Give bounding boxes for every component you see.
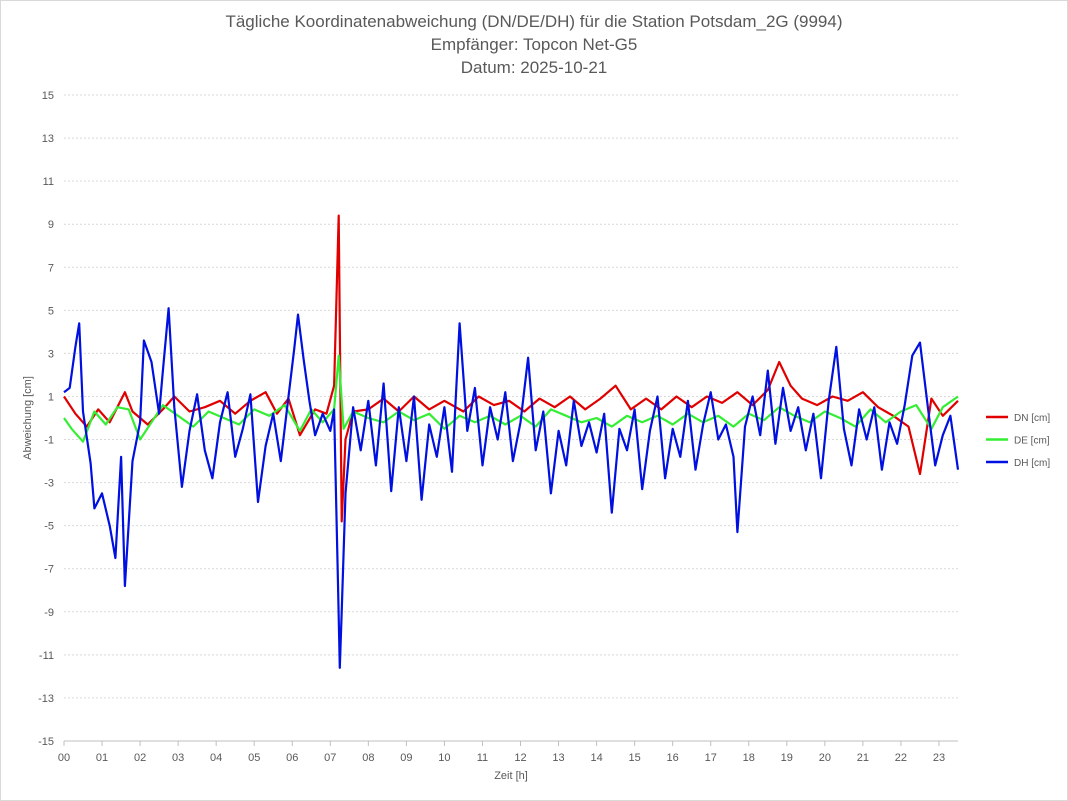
y-tick-label: -7 — [44, 564, 54, 576]
x-tick-label: 13 — [552, 752, 564, 764]
x-tick-label: 20 — [819, 752, 831, 764]
x-tick-label: 08 — [362, 752, 374, 764]
x-tick-label: 05 — [248, 752, 260, 764]
x-tick-label: 22 — [895, 752, 907, 764]
x-tick-label: 04 — [210, 752, 222, 764]
x-tick-label: 19 — [781, 752, 793, 764]
chart-subtitle: Empfänger: Topcon Net-G5 — [430, 35, 638, 54]
y-tick-label: 3 — [48, 348, 54, 360]
y-tick-label: -5 — [44, 521, 54, 533]
y-axis-label: Abweichung [cm] — [22, 376, 34, 460]
x-tick-label: 16 — [667, 752, 679, 764]
y-tick-label: -1 — [44, 435, 54, 447]
y-tick-label: -15 — [38, 736, 54, 748]
chart-title: Tägliche Koordinatenabweichung (DN/DE/DH… — [225, 12, 843, 31]
series-line-dn — [63, 214, 959, 523]
x-tick-label: 12 — [514, 752, 526, 764]
y-tick-label: 7 — [48, 262, 54, 274]
x-tick-label: 21 — [857, 752, 869, 764]
x-tick-label: 18 — [743, 752, 755, 764]
x-tick-label: 23 — [933, 752, 945, 764]
x-tick-label: 09 — [400, 752, 412, 764]
x-tick-label: 15 — [629, 752, 641, 764]
x-tick-label: 01 — [96, 752, 108, 764]
y-tick-label: 15 — [42, 90, 54, 102]
series-line-dh — [63, 307, 960, 669]
x-tick-label: 10 — [438, 752, 450, 764]
chart-date: Datum: 2025-10-21 — [460, 58, 608, 77]
y-tick-label: 1 — [48, 391, 54, 403]
y-tick-label: -3 — [44, 478, 54, 490]
y-tick-label: 9 — [48, 219, 54, 231]
x-tick-label: 06 — [286, 752, 298, 764]
x-tick-label: 17 — [705, 752, 717, 764]
legend-label: DN [cm] — [1014, 413, 1050, 424]
y-tick-label: 13 — [42, 133, 54, 145]
legend-label: DE [cm] — [1014, 436, 1050, 447]
y-tick-label: 11 — [43, 176, 54, 188]
x-tick-label: 02 — [134, 752, 146, 764]
y-tick-label: 5 — [48, 305, 54, 317]
x-tick-label: 11 — [477, 752, 488, 764]
x-tick-label: 07 — [324, 752, 336, 764]
x-tick-label: 14 — [590, 752, 602, 764]
y-tick-label: -9 — [44, 607, 54, 619]
legend-label: DH [cm] — [1014, 458, 1050, 469]
x-tick-label: 00 — [58, 752, 70, 764]
x-axis-label: Zeit [h] — [494, 770, 528, 782]
y-tick-label: -13 — [38, 693, 54, 705]
x-tick-label: 03 — [172, 752, 184, 764]
y-tick-label: -11 — [39, 650, 54, 662]
